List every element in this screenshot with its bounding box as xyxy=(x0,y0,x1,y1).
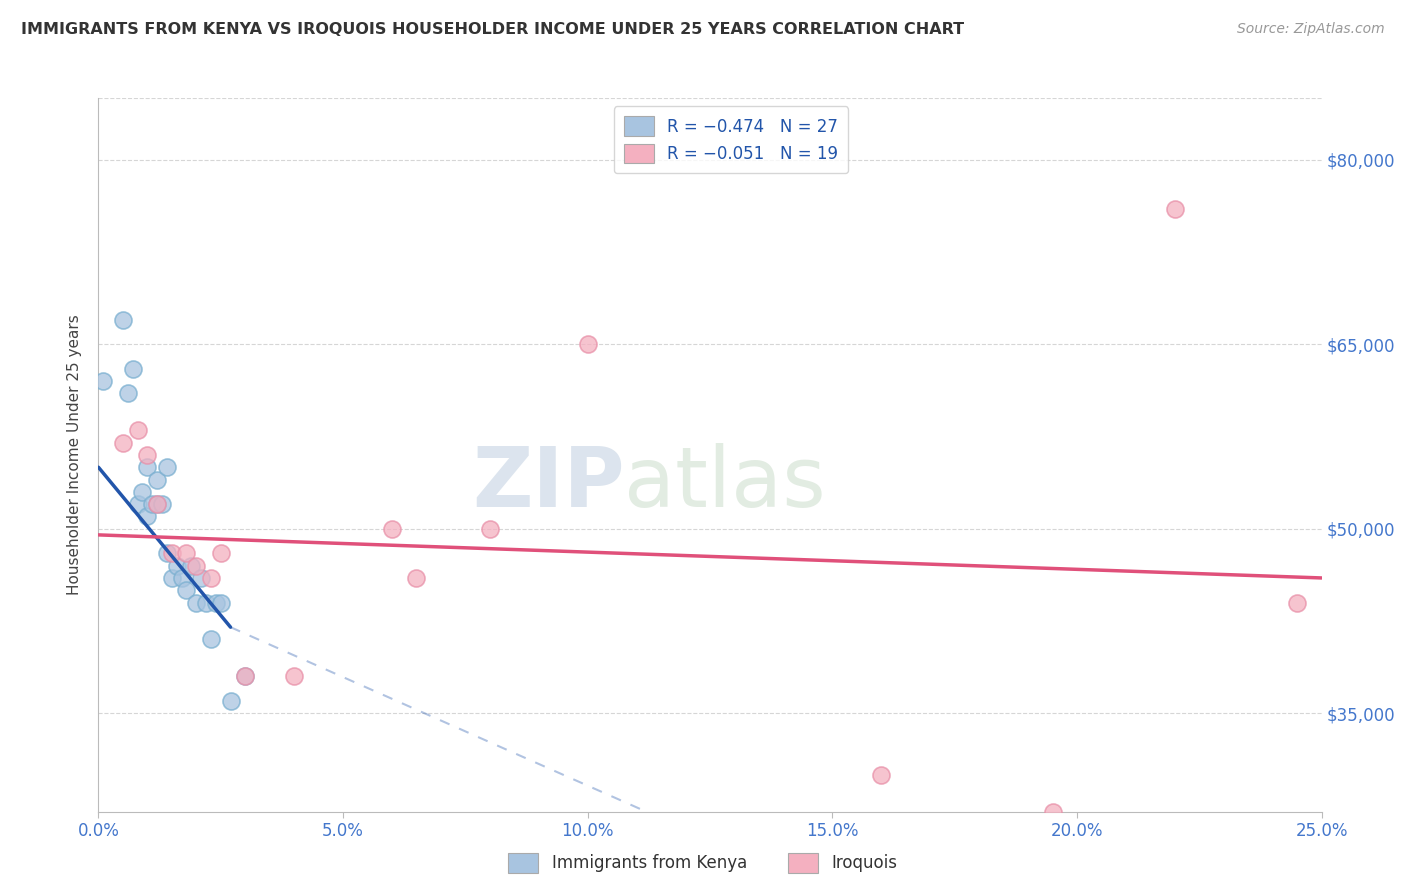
Point xyxy=(176,583,198,598)
Point xyxy=(91,374,114,388)
Point xyxy=(117,386,139,401)
Point xyxy=(111,312,134,326)
Point xyxy=(136,448,159,462)
Point xyxy=(150,497,173,511)
Point xyxy=(146,473,169,487)
Point xyxy=(1286,596,1309,610)
Point xyxy=(186,558,208,573)
Point xyxy=(127,497,149,511)
Point xyxy=(870,768,893,782)
Point xyxy=(160,571,183,585)
Point xyxy=(195,596,218,610)
Point xyxy=(121,361,143,376)
Point xyxy=(170,571,193,585)
Point xyxy=(233,669,256,683)
Point xyxy=(180,558,202,573)
Point xyxy=(127,423,149,437)
Point xyxy=(156,460,179,475)
Text: Source: ZipAtlas.com: Source: ZipAtlas.com xyxy=(1237,22,1385,37)
Point xyxy=(209,596,232,610)
Point xyxy=(478,522,501,536)
Legend: Immigrants from Kenya, Iroquois: Immigrants from Kenya, Iroquois xyxy=(502,847,904,880)
Point xyxy=(200,632,222,647)
Point xyxy=(111,435,134,450)
Point xyxy=(283,669,305,683)
Point xyxy=(186,596,208,610)
Text: atlas: atlas xyxy=(624,443,827,524)
Point xyxy=(200,571,222,585)
Point xyxy=(190,571,212,585)
Text: IMMIGRANTS FROM KENYA VS IROQUOIS HOUSEHOLDER INCOME UNDER 25 YEARS CORRELATION : IMMIGRANTS FROM KENYA VS IROQUOIS HOUSEH… xyxy=(21,22,965,37)
Point xyxy=(1164,202,1187,216)
Point xyxy=(405,571,427,585)
Point xyxy=(131,484,153,499)
Point xyxy=(146,497,169,511)
Point xyxy=(219,694,242,708)
Point xyxy=(576,337,599,351)
Point xyxy=(176,546,198,560)
Point xyxy=(141,497,163,511)
Point xyxy=(160,546,183,560)
Point xyxy=(136,460,159,475)
Y-axis label: Householder Income Under 25 years: Householder Income Under 25 years xyxy=(67,315,83,595)
Legend: R = −0.474   N = 27, R = −0.051   N = 19: R = −0.474 N = 27, R = −0.051 N = 19 xyxy=(614,106,848,173)
Text: ZIP: ZIP xyxy=(472,443,624,524)
Point xyxy=(146,497,169,511)
Point xyxy=(136,509,159,524)
Point xyxy=(381,522,404,536)
Point xyxy=(233,669,256,683)
Point xyxy=(166,558,188,573)
Point xyxy=(205,596,228,610)
Point xyxy=(1042,805,1064,819)
Point xyxy=(209,546,232,560)
Point xyxy=(156,546,179,560)
